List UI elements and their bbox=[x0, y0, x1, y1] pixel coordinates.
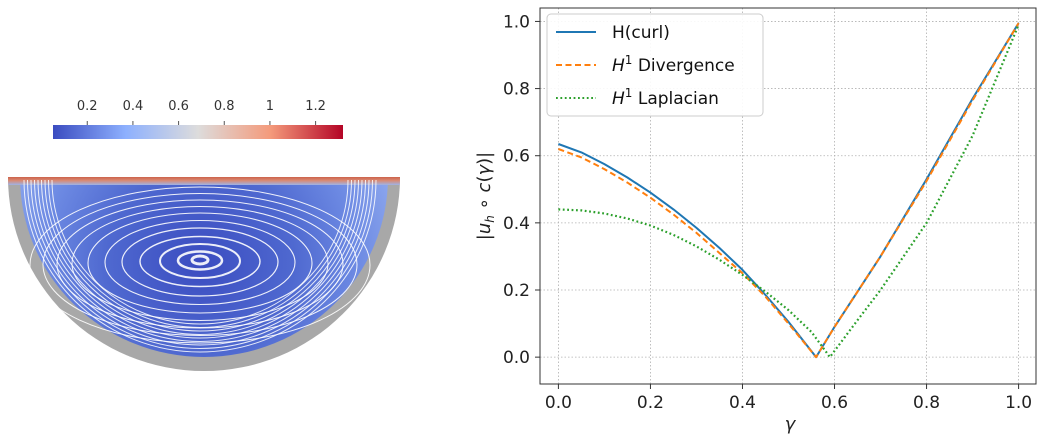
lid-band bbox=[8, 177, 400, 185]
streamline bbox=[139, 235, 261, 288]
y-axis-label: |uh ∘ c(γ)| bbox=[474, 152, 497, 241]
legend-label: H1 Laplacian bbox=[612, 86, 719, 109]
series-line-h1-divergence bbox=[558, 22, 1020, 359]
grid-lines bbox=[540, 8, 1037, 384]
x-tick-label: 0.4 bbox=[729, 393, 756, 413]
y-axis-ticks: 0.0 0.2 0.4 0.6 0.8 1.0 bbox=[503, 12, 540, 368]
legend: H(curl) H1 Divergence H1 Laplacian bbox=[546, 13, 764, 117]
streamline bbox=[51, 179, 349, 325]
streamline bbox=[56, 199, 344, 329]
x-tick-label: 0.6 bbox=[821, 393, 848, 413]
streamline bbox=[190, 254, 210, 266]
colorbar-tick-label: 0.4 bbox=[123, 99, 144, 114]
x-tick-label: 0.0 bbox=[545, 393, 572, 413]
x-axis-ticks: 0.0 0.2 0.4 0.6 0.8 1.0 bbox=[545, 384, 1032, 413]
colorbar-tick-label: 0.2 bbox=[77, 99, 98, 114]
streamline bbox=[34, 179, 366, 342]
colorbar-ticks: 0.2 0.4 0.6 0.8 1 1.2 bbox=[77, 99, 326, 125]
streamline bbox=[159, 243, 241, 279]
streamline bbox=[176, 250, 224, 271]
colorbar-tick-label: 0.8 bbox=[214, 99, 235, 114]
velocity-field bbox=[20, 177, 388, 357]
streamline bbox=[121, 227, 279, 297]
y-tick-label: 0.0 bbox=[503, 348, 530, 368]
streamline bbox=[27, 179, 373, 349]
streamline bbox=[42, 193, 358, 336]
line-chart: 0.0 0.2 0.4 0.6 0.8 1.0 0.00.20.40.60.81.0 γ … bbox=[474, 7, 1037, 434]
series-lines bbox=[558, 22, 1020, 359]
legend-box bbox=[546, 13, 764, 117]
y-tick-label: 0.8 bbox=[503, 80, 530, 100]
streamline bbox=[41, 179, 359, 335]
streamline bbox=[23, 179, 377, 353]
x-axis-label: γ bbox=[785, 414, 797, 434]
flow-field-image bbox=[8, 177, 400, 371]
streamline bbox=[48, 179, 352, 328]
streamline bbox=[87, 212, 313, 314]
streamline bbox=[44, 179, 356, 332]
streamline bbox=[71, 206, 329, 321]
streamline bbox=[37, 179, 363, 339]
y-tick-label: 0.2 bbox=[503, 281, 530, 301]
x-tick-label: 0.2 bbox=[637, 393, 664, 413]
y-tick-label: 1.0 bbox=[503, 12, 530, 32]
plot-frame bbox=[539, 7, 1037, 385]
streamline bbox=[30, 179, 370, 346]
colorbar-tick-label: 0.6 bbox=[168, 99, 189, 114]
colorbar-tick-label: 1 bbox=[266, 99, 274, 114]
legend-label: H(curl) bbox=[612, 23, 670, 43]
x-tick-label: 1.0 bbox=[1005, 393, 1032, 413]
colorbar: 0.2 0.4 0.6 0.8 1 1.2 bbox=[53, 99, 343, 139]
streamlines bbox=[23, 179, 377, 353]
streamline bbox=[29, 186, 371, 344]
x-tick-label: 0.8 bbox=[913, 393, 940, 413]
y-tick-label: 0.6 bbox=[503, 147, 530, 167]
colorbar-tick-label: 1.2 bbox=[305, 99, 326, 114]
series-line-h1-laplacian bbox=[558, 24, 1020, 359]
colorbar-gradient bbox=[53, 125, 343, 139]
legend-label: H1 Divergence bbox=[612, 53, 735, 76]
y-tick-label: 0.4 bbox=[503, 214, 530, 234]
streamline bbox=[104, 219, 296, 306]
